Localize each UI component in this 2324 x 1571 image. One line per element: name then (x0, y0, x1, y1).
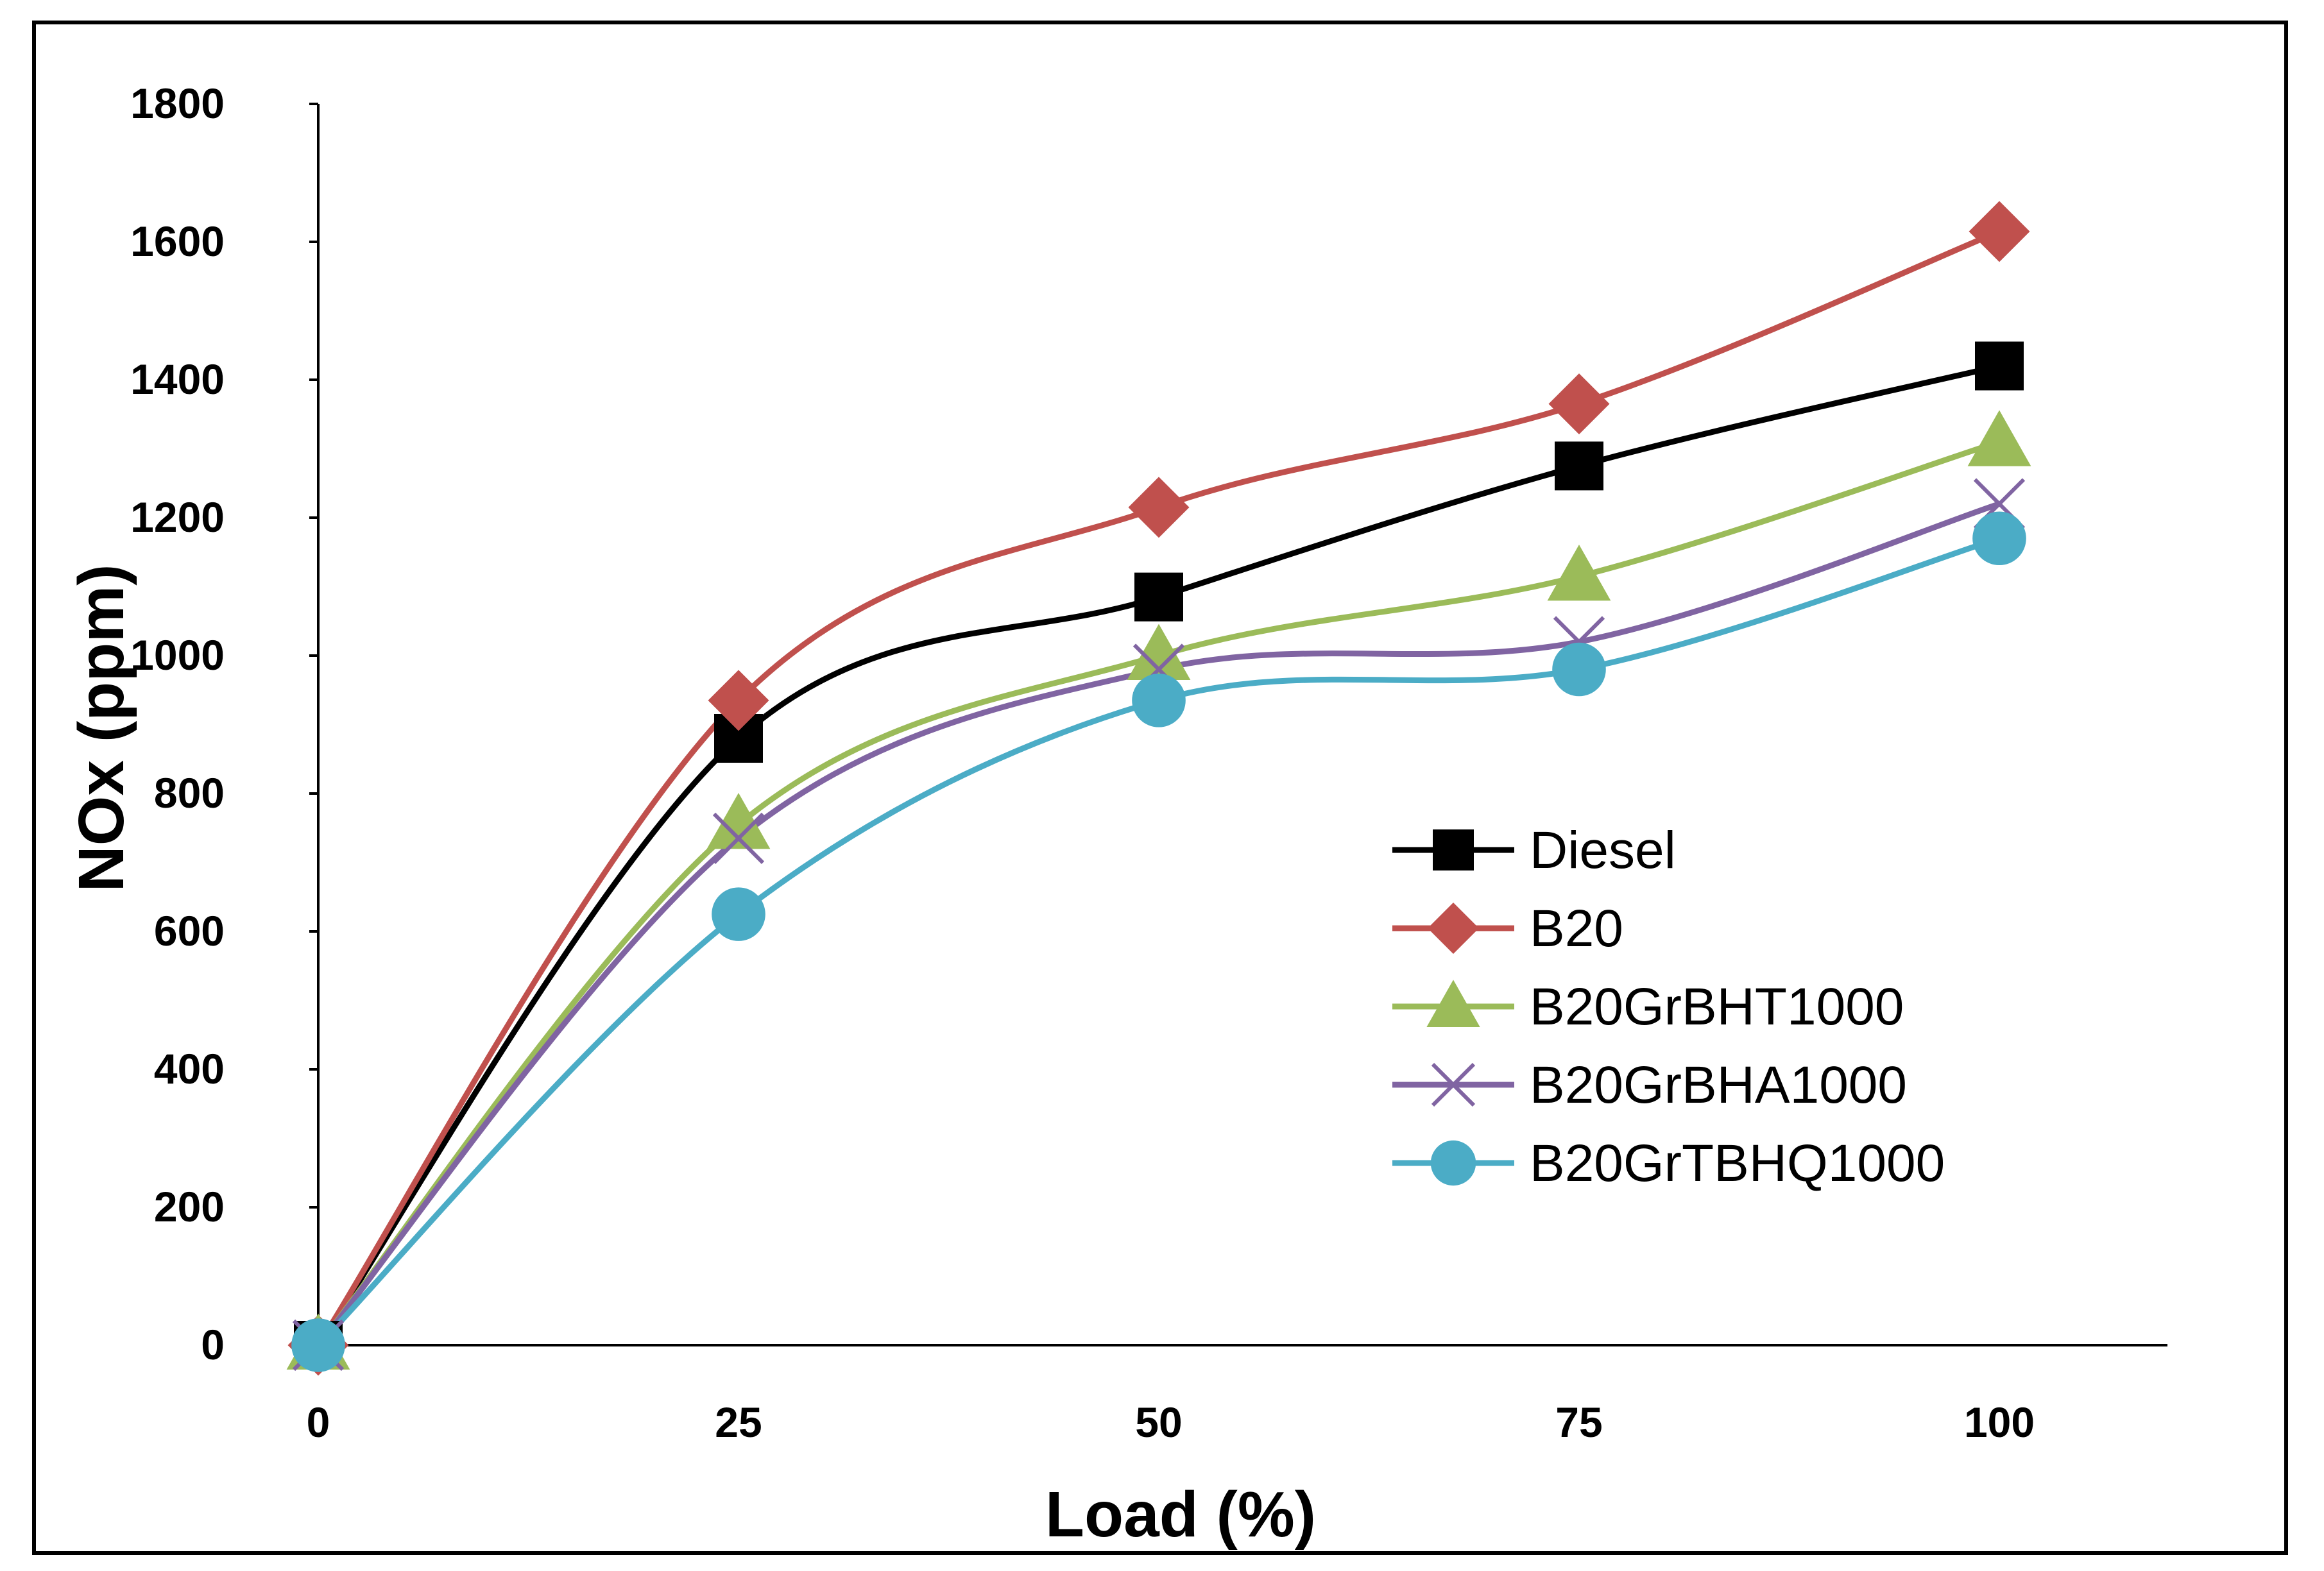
y-axis-title: NOx (ppm) (65, 564, 137, 892)
series-line (316, 501, 2001, 1347)
x-tick-label: 25 (715, 1398, 762, 1446)
y-tick-label: 1400 (130, 355, 225, 403)
data-point (1127, 624, 1191, 680)
legend-label: B20GrBHT1000 (1530, 978, 1904, 1036)
data-point (1548, 373, 1610, 435)
series-line (316, 228, 2001, 1347)
y-tick-label: 1000 (130, 631, 225, 679)
legend-label: B20 (1530, 899, 1623, 958)
data-point (291, 1318, 345, 1372)
marker-stroke (712, 812, 765, 864)
data-point (1967, 410, 2031, 466)
data-point (706, 792, 771, 849)
data-point (1552, 642, 1606, 697)
y-tick-label: 600 (154, 907, 225, 955)
data-point (1132, 674, 1186, 727)
y-tick-label: 800 (154, 769, 225, 817)
legend-marker (1431, 1062, 1476, 1107)
legend-label: B20GrTBHQ1000 (1530, 1134, 1945, 1193)
data-point (1972, 511, 2026, 566)
legend-marker (1433, 829, 1474, 870)
series-line (316, 439, 2001, 1347)
series-markers (286, 201, 2031, 1376)
data-point (1975, 341, 2024, 391)
y-tick-label: 0 (201, 1321, 225, 1368)
y-tick-labels: 0 200 400 600 800 1000 1200 1400 1600 1800 (130, 80, 225, 1368)
data-point (1555, 441, 1603, 491)
y-tick-label: 400 (154, 1045, 225, 1092)
data-point (1128, 477, 1190, 538)
series-lines (316, 228, 2001, 1348)
y-tick-label: 1800 (130, 80, 225, 127)
data-point (1134, 572, 1183, 622)
y-tick-label: 1200 (130, 493, 225, 541)
legend-marker (1426, 980, 1480, 1027)
series-line (316, 363, 2001, 1347)
x-tick-label: 0 (307, 1398, 330, 1446)
data-point (1547, 544, 1611, 601)
y-tick-label: 1600 (130, 217, 225, 265)
axes (309, 103, 2167, 1346)
x-tick-label: 100 (1964, 1398, 2035, 1446)
legend-marker (1430, 1140, 1476, 1186)
series-line (316, 535, 2001, 1348)
x-axis-title: Load (%) (1045, 1479, 1316, 1550)
x-tick-label: 50 (1135, 1398, 1182, 1446)
x-tick-labels: 0 25 50 75 100 (307, 1398, 2035, 1446)
legend-marker (1428, 903, 1479, 954)
legend: Diesel B20 B20GrBHT1000 B20GrBHA1000 B20GrTB… (1392, 821, 1945, 1193)
y-tick-label: 200 (154, 1183, 225, 1230)
data-point (712, 812, 765, 864)
chart-frame (32, 21, 2288, 1555)
data-point (1969, 201, 2030, 262)
data-point (712, 887, 765, 941)
legend-label: Diesel (1530, 821, 1676, 879)
marker-stroke (1431, 1062, 1476, 1107)
x-tick-label: 75 (1555, 1398, 1602, 1446)
data-point (708, 670, 769, 731)
legend-label: B20GrBHA1000 (1530, 1056, 1907, 1114)
